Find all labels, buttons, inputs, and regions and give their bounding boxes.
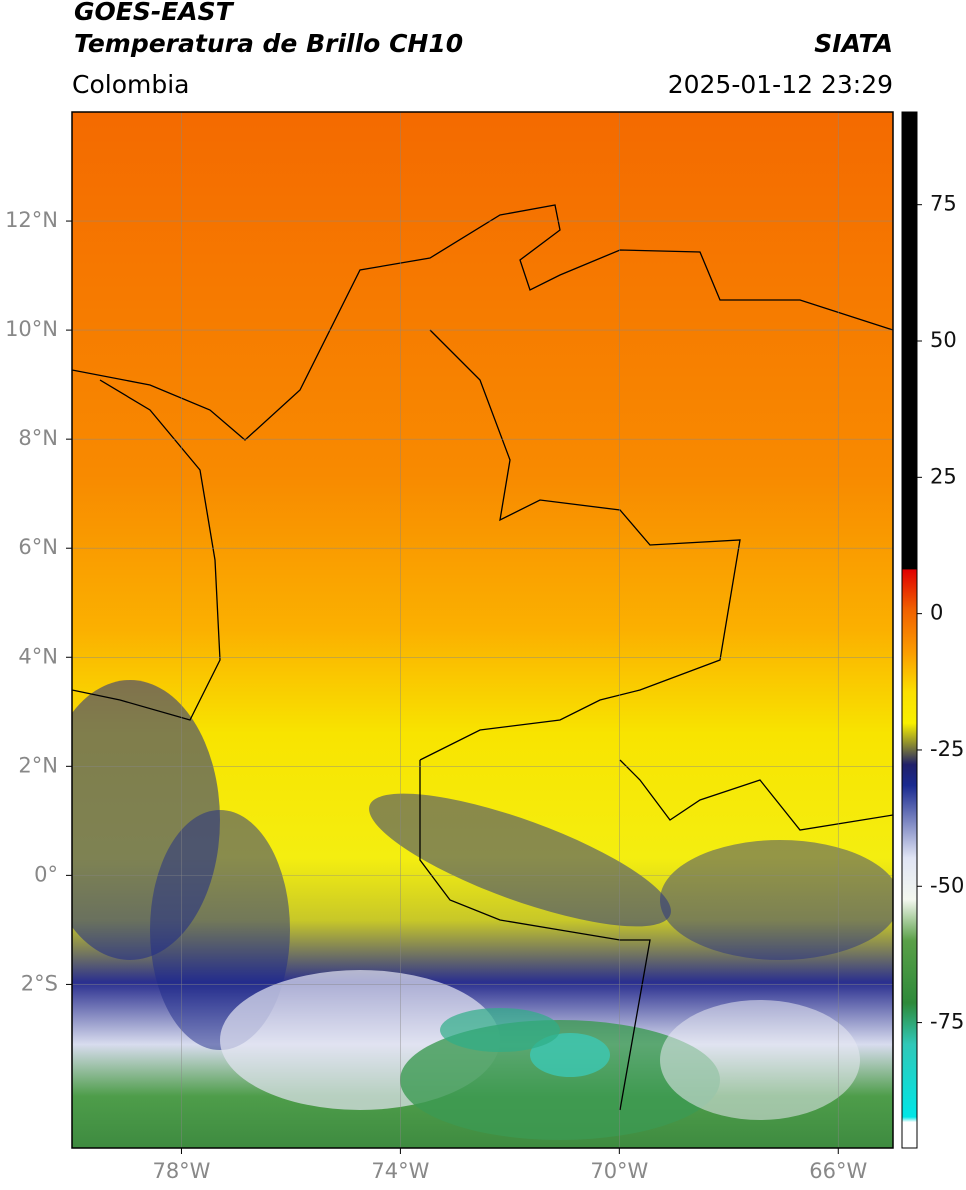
region: Colombia xyxy=(72,70,189,99)
colorbar-tick-label: -25 xyxy=(930,737,964,761)
y-tick-label: 2°S xyxy=(21,971,58,995)
colorbar-tick-label: 25 xyxy=(930,464,957,488)
timestamp: 2025-01-12 23:29 xyxy=(668,70,893,99)
map-frame xyxy=(71,111,894,1149)
x-tick-label: 70°W xyxy=(590,1159,648,1183)
y-tick-label: 10°N xyxy=(5,317,58,341)
y-tick-label: 12°N xyxy=(5,208,58,232)
y-tick-label: 0° xyxy=(34,862,58,886)
colorbar xyxy=(901,111,918,1149)
subtitle: Temperatura de Brillo CH10 xyxy=(74,29,463,58)
y-tick-label: 2°N xyxy=(18,753,58,777)
colorbar-tick-label: -50 xyxy=(930,873,964,897)
x-tick-label: 66°W xyxy=(809,1159,867,1183)
colorbar-tick-label: 75 xyxy=(930,192,957,216)
title: GOES-EAST xyxy=(74,0,235,26)
imagery xyxy=(72,112,893,1148)
y-tick-label: 8°N xyxy=(18,426,58,450)
source: SIATA xyxy=(814,29,893,58)
colorbar-tick-label: 0 xyxy=(930,601,943,625)
colorbar-tick-label: -75 xyxy=(930,1010,964,1034)
y-tick-label: 4°N xyxy=(18,644,58,668)
y-tick-label: 6°N xyxy=(18,535,58,559)
x-tick-label: 78°W xyxy=(152,1159,210,1183)
x-tick-label: 74°W xyxy=(371,1159,429,1183)
colorbar-tick-label: 50 xyxy=(930,328,957,352)
